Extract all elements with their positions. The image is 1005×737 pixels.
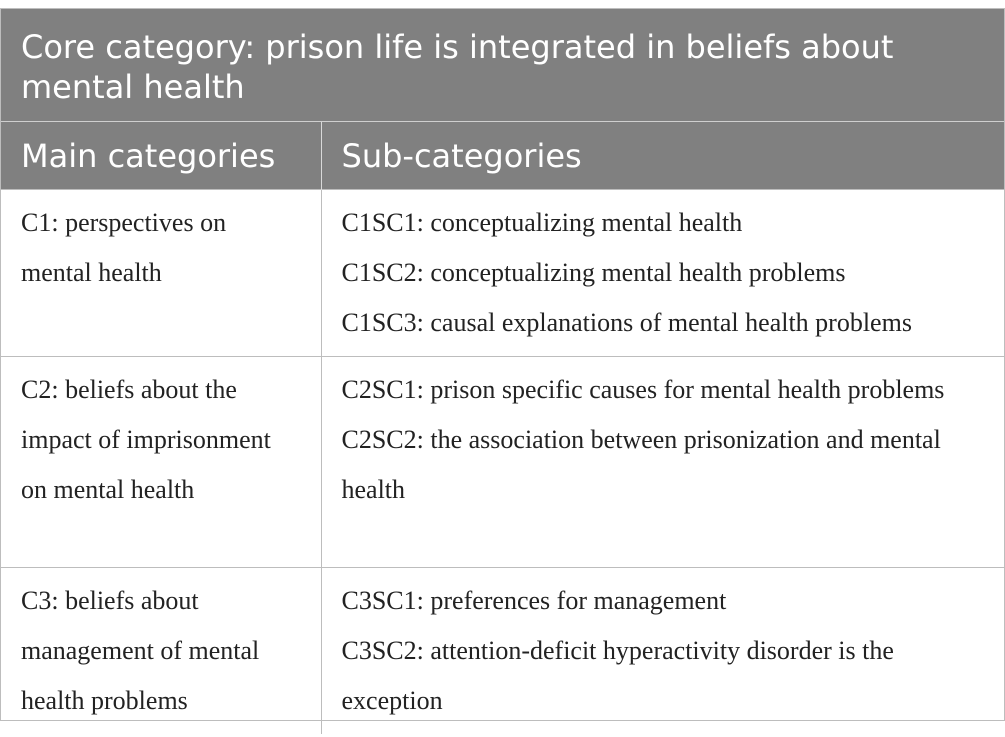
column-header-row: Main categories Sub-categories <box>1 121 1004 190</box>
sub-category-item: C1SC1: conceptualizing mental health <box>341 208 743 237</box>
categories-table: Core category: prison life is integrated… <box>1 9 1004 734</box>
table-row: C1: perspectives on mental health C1SC1:… <box>1 189 1004 357</box>
sub-categories-cell: C3SC1: preferences for management C3SC2:… <box>321 567 1004 734</box>
table-row: C3: beliefs about management of mental h… <box>1 567 1004 734</box>
main-category-cell: C3: beliefs about management of mental h… <box>1 567 322 734</box>
sub-category-item: C3SC1: preferences for management <box>341 586 727 615</box>
sub-categories-cell: C2SC1: prison specific causes for mental… <box>321 356 1004 568</box>
sub-category-item: C1SC2: conceptualizing mental health pro… <box>341 258 846 287</box>
sub-category-item: C3SC2: attention-deficit hyperactivity d… <box>341 636 894 715</box>
sub-category-item: C2SC2: the association between prisoniza… <box>341 425 941 504</box>
main-categories-header: Main categories <box>1 121 322 190</box>
sub-category-item: C2SC1: prison specific causes for mental… <box>341 375 945 404</box>
sub-categories-cell: C1SC1: conceptualizing mental health C1S… <box>321 189 1004 357</box>
main-category-cell: C2: beliefs about the impact of imprison… <box>1 356 322 568</box>
core-category-row: Core category: prison life is integrated… <box>1 9 1004 122</box>
sub-category-item: C1SC3: causal explanations of mental hea… <box>341 308 912 337</box>
main-category-cell: C1: perspectives on mental health <box>1 189 322 357</box>
core-category-title: Core category: prison life is integrated… <box>1 9 1004 122</box>
sub-categories-header: Sub-categories <box>321 121 1004 190</box>
categories-table-container: Core category: prison life is integrated… <box>0 8 1005 734</box>
table-row: C2: beliefs about the impact of imprison… <box>1 356 1004 568</box>
